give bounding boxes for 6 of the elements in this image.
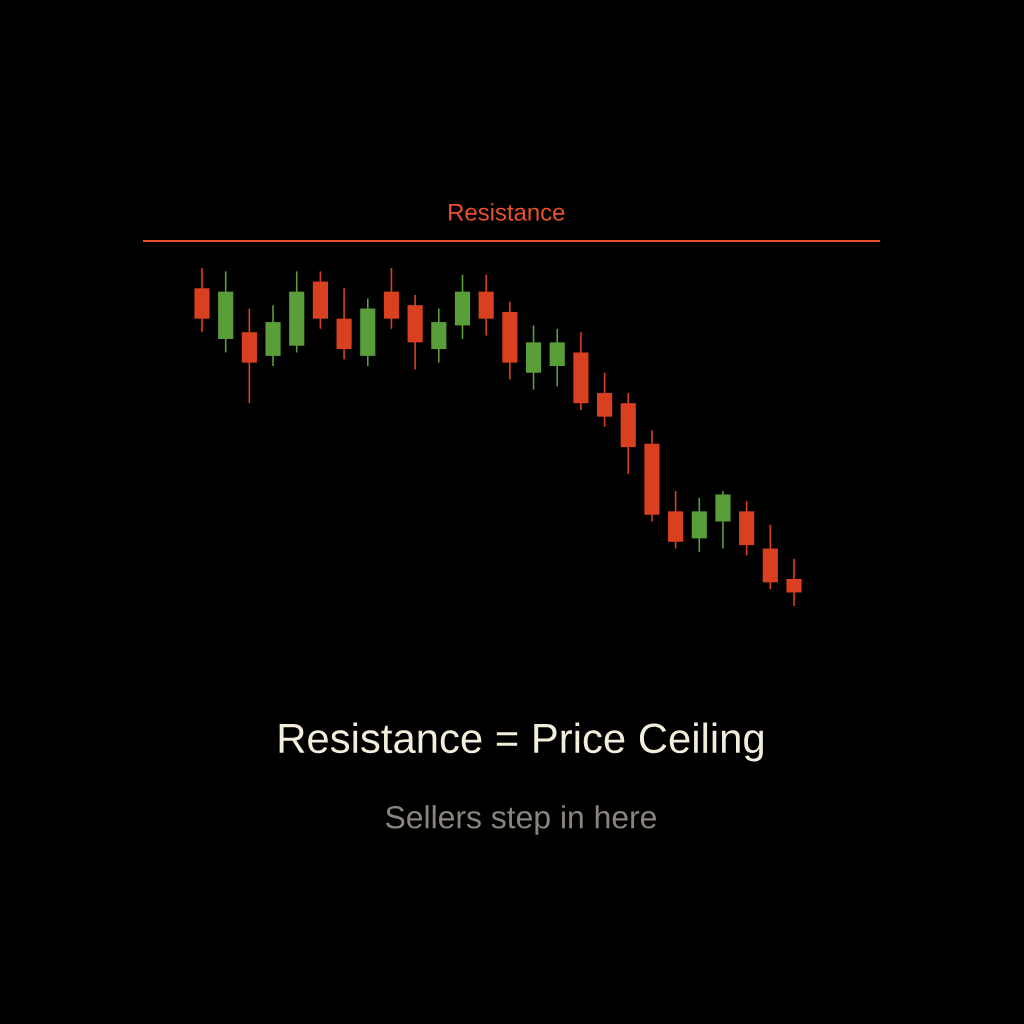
candlestick — [549, 328, 565, 388]
candlestick — [786, 557, 802, 607]
text: Sellers step in here — [386, 805, 656, 835]
candlestick — [596, 371, 613, 428]
ref-line-label: Resistance — [449, 203, 565, 221]
text: Resistance = Price Ceiling — [279, 722, 763, 762]
